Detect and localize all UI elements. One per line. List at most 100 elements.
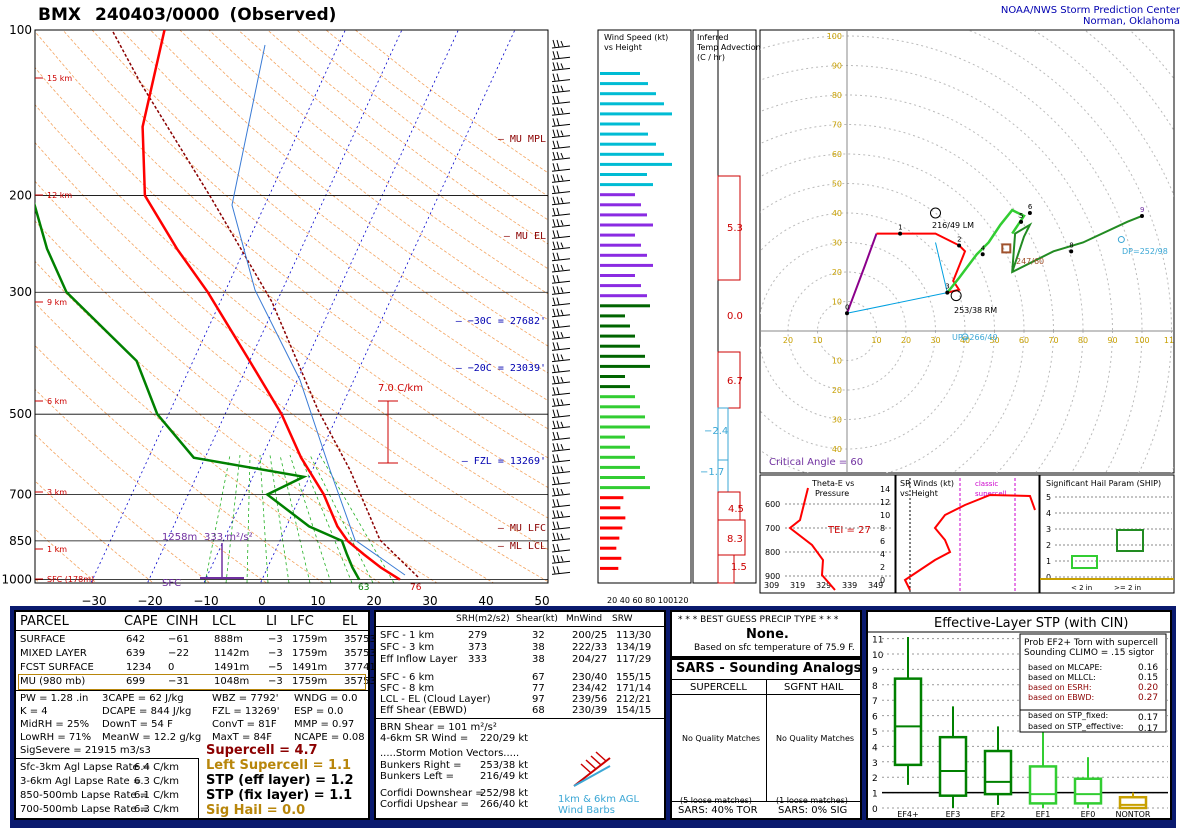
temp-tick: 10 [310,594,325,608]
stp-based-value: 0.17 [1138,713,1158,723]
advection-panel: Inferred Temp Advection (C / hr) 5.3 0.0 6… [692,29,761,584]
theta-plabel: 700 [765,524,780,533]
sr46-value: 220/29 kt [480,733,529,744]
stp-cat: EF3 [946,810,961,818]
hodo-trace-low [846,233,878,314]
hodo-xtick: 50 [989,336,999,345]
kin-cell: 134/19 [616,642,652,653]
kin-cell: 77 [532,683,545,694]
theta-trace [788,487,836,591]
hodo-xtick: 90 [1107,336,1117,345]
wind-barb [551,163,571,172]
wind-barb [551,431,571,441]
wind-barb [551,185,571,195]
wind-speed-bar [600,556,622,560]
parcel-box: PARCEL CAPE CINH LCL LI LFC EL SURFACE 642 −61 888… [14,610,379,820]
parcel-cell: 0 [168,662,175,673]
stp-cat: NONTOR [1115,810,1150,818]
hodo-point [898,231,903,236]
dry-adiabat [35,260,438,583]
wind-barb [551,275,571,284]
kin-cell: 117/29 [616,654,652,665]
kin-header: SRH(m2/s2) [456,614,510,624]
hodo-inflow-line2 [935,242,948,293]
wind-speed-bar [600,395,635,399]
parcel-cell: MIXED LAYER [20,648,87,659]
parcel-divider2 [16,690,368,691]
hodo-point [1019,219,1024,224]
height-label: 1 km [47,545,67,554]
dp-marker [1117,236,1125,244]
stp-based-label: based on MLCAPE: [1028,663,1102,672]
kin-cell: 234/42 [572,683,608,694]
index-cell: DCAPE = 844 J/kg [102,706,192,717]
precip-title: * * * BEST GUESS PRECIP TYPE * * * [678,615,839,625]
srw-ylabel: 4 [880,550,885,559]
wind-panel-title: Wind Speed (kt) [604,33,668,42]
advection-value: −1.7 [700,467,724,478]
wind-barb [551,465,571,475]
temp-tick: 50 [534,594,549,608]
parcel-cell: SURFACE [20,634,66,645]
index-cell: WBZ = 7792' [212,693,279,704]
kin-cell: 97 [532,694,545,705]
wind-speed-bar [600,294,647,298]
stp-prob-box [1019,633,1167,713]
wind-speed-bar [600,375,625,378]
wind-speed-bar [600,334,635,338]
kin-cell: 279 [468,630,488,641]
wetbulb-trace [231,44,406,576]
stp-ylabel: 4 [872,743,878,753]
wind-speed-bar [600,304,650,308]
advection-box [717,175,741,281]
rm-label: 253/38 RM [954,306,997,315]
mu-highlight [18,674,366,690]
wind-speed-bar [600,82,648,86]
sigsevere: SigSevere = 21915 m3/s3 [20,745,151,756]
srw-classic: classic [975,480,998,488]
stp-based-value: 0.20 [1138,683,1158,693]
wind-barb [551,207,571,217]
stp-cat: EF2 [991,810,1006,818]
srw-ylabel: 6 [880,537,885,546]
stp-box: Effective-Layer STP (with CIN) 11 10 9 8 7 6 5 4… [866,610,1172,820]
sars-loose1: (5 loose matches) [680,796,752,805]
kinematic-box: SRH(m2/s2) Shear(kt) MnWind SRW SFC - 1 km 27… [374,610,666,820]
mean-wind-label: 247/60 [1016,257,1044,266]
hodo-point-label: 2 [957,235,961,243]
hodo-ytick: 80 [832,91,842,100]
parcel-header: CINH [166,614,199,629]
wind-barb [551,342,571,351]
pressure-label: 850 [9,534,32,548]
hodo-ytick: 20 [832,386,842,395]
kin-cell: SFC - 1 km [380,630,435,641]
composite-value: Left Supercell = 1.1 [206,758,352,773]
dry-adiabat [35,31,548,459]
wind-speed-bar [600,274,635,277]
stp-cat: EF4+ [897,810,918,818]
hodo-ytick: 100 [827,32,842,41]
hodo-point-label: 1 [898,224,902,232]
spc-location: Norman, Oklahoma [1083,16,1180,27]
wind-speed-bar [600,506,621,510]
stp-ylabel: 0 [872,805,878,815]
level-label: — FZL = 13269' [462,456,546,467]
pressure-label: 500 [9,407,32,421]
composite-value: STP (eff layer) = 1.2 [206,773,354,788]
dp-label: DP=252/98 [1122,247,1168,256]
ship-box-ge2 [1116,529,1144,552]
wind-barb [551,263,571,273]
hodo-point-label: 5 [1019,212,1023,220]
wind-barb [551,499,571,508]
stp-based-value: 0.27 [1138,693,1158,703]
kin-cell: 155/15 [616,672,652,683]
parcel-cell: −5 [268,662,283,673]
index-cell: FZL = 13269' [212,706,280,717]
wind-speed-bar [600,112,672,116]
wind-barb [551,297,571,307]
dry-adiabat [35,528,98,583]
kin-divider [376,626,664,627]
kin-cell: 230/39 [572,705,608,716]
lapse-value: 6.3 C/km [134,776,179,787]
wind-barb [551,308,571,318]
